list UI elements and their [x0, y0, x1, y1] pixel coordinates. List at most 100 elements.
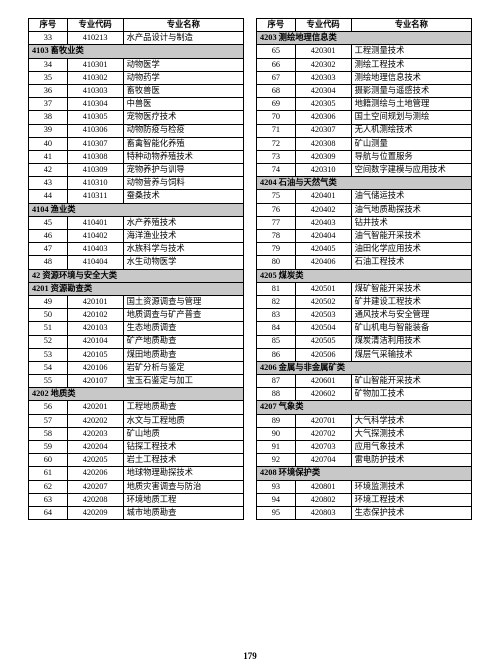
- cell-code: 420601: [295, 375, 351, 388]
- section-row: 4207 气象类: [257, 401, 472, 414]
- cell-idx: 46: [29, 230, 68, 243]
- cell-idx: 36: [29, 84, 68, 97]
- section-label: 4208 环境保护类: [257, 467, 472, 480]
- table-row: 35410302动物药学: [29, 71, 244, 84]
- cell-idx: 68: [257, 84, 296, 97]
- table-row: 44410311蚕桑技术: [29, 190, 244, 203]
- table-row: 80420406石油工程技术: [257, 256, 472, 269]
- cell-idx: 51: [29, 322, 68, 335]
- section-row: 4203 测绘地理信息类: [257, 32, 472, 45]
- cell-code: 410308: [67, 150, 123, 163]
- cell-code: 420504: [295, 322, 351, 335]
- table-row: 50420102地质调查与矿产普查: [29, 309, 244, 322]
- cell-idx: 63: [29, 493, 68, 506]
- cell-code: 420306: [295, 111, 351, 124]
- cell-idx: 57: [29, 414, 68, 427]
- table-row: 41410308特种动物养殖技术: [29, 150, 244, 163]
- cell-code: 420702: [295, 427, 351, 440]
- table-row: 33410213水产品设计与制造: [29, 32, 244, 45]
- table-row: 79420405油田化学应用技术: [257, 243, 472, 256]
- section-row: 4103 畜牧业类: [29, 45, 244, 58]
- cell-name: 水文与工程地质: [123, 414, 243, 427]
- cell-code: 420703: [295, 441, 351, 454]
- cell-code: 410307: [67, 137, 123, 150]
- section-row: 4204 石油与天然气类: [257, 177, 472, 190]
- cell-idx: 87: [257, 375, 296, 388]
- cell-code: 420207: [67, 480, 123, 493]
- right-table: 序号 专业代码 专业名称 4203 测绘地理信息类65420301工程测量技术6…: [256, 18, 472, 520]
- cell-code: 420303: [295, 71, 351, 84]
- table-row: 43410310动物营养与饲料: [29, 177, 244, 190]
- cell-name: 空间数字建模与应用技术: [351, 164, 471, 177]
- cell-code: 410310: [67, 177, 123, 190]
- section-row: 4202 地质类: [29, 388, 244, 401]
- cell-idx: 82: [257, 295, 296, 308]
- cell-name: 水产养殖技术: [123, 216, 243, 229]
- two-column-layout: 序号 专业代码 专业名称 33410213水产品设计与制造4103 畜牧业类34…: [28, 18, 472, 520]
- cell-name: 大气科学技术: [351, 414, 471, 427]
- table-row: 49420101国土资源调查与管理: [29, 295, 244, 308]
- section-label: 4207 气象类: [257, 401, 472, 414]
- table-row: 36410303畜牧兽医: [29, 84, 244, 97]
- cell-code: 410306: [67, 124, 123, 137]
- cell-idx: 56: [29, 401, 68, 414]
- cell-idx: 54: [29, 361, 68, 374]
- cell-idx: 52: [29, 335, 68, 348]
- table-row: 47410403水族科学与技术: [29, 243, 244, 256]
- cell-code: 420302: [295, 58, 351, 71]
- table-row: 91420703应用气象技术: [257, 441, 472, 454]
- table-row: 68420304摄影测量与遥感技术: [257, 84, 472, 97]
- cell-idx: 45: [29, 216, 68, 229]
- cell-code: 420104: [67, 335, 123, 348]
- cell-name: 煤田地质勘查: [123, 348, 243, 361]
- cell-code: 410213: [67, 32, 123, 45]
- cell-code: 410311: [67, 190, 123, 203]
- cell-name: 大气探测技术: [351, 427, 471, 440]
- cell-name: 油气智能开采技术: [351, 230, 471, 243]
- table-row: 89420701大气科学技术: [257, 414, 472, 427]
- cell-name: 矿井建设工程技术: [351, 295, 471, 308]
- table-row: 60420205岩土工程技术: [29, 454, 244, 467]
- table-row: 61420206地球物理勘探技术: [29, 467, 244, 480]
- cell-code: 420205: [67, 454, 123, 467]
- right-column: 序号 专业代码 专业名称 4203 测绘地理信息类65420301工程测量技术6…: [256, 18, 472, 520]
- cell-code: 420203: [67, 427, 123, 440]
- cell-name: 水产品设计与制造: [123, 32, 243, 45]
- table-row: 62420207地质灾害调查与防治: [29, 480, 244, 493]
- section-label: 4204 石油与天然气类: [257, 177, 472, 190]
- cell-code: 420505: [295, 335, 351, 348]
- cell-name: 动物营养与饲料: [123, 177, 243, 190]
- cell-code: 420701: [295, 414, 351, 427]
- cell-name: 煤矿智能开采技术: [351, 282, 471, 295]
- cell-idx: 80: [257, 256, 296, 269]
- table-row: 39410306动物防疫与检疫: [29, 124, 244, 137]
- cell-name: 煤层气采输技术: [351, 348, 471, 361]
- cell-name: 生态保护技术: [351, 506, 471, 519]
- left-column: 序号 专业代码 专业名称 33410213水产品设计与制造4103 畜牧业类34…: [28, 18, 244, 520]
- cell-idx: 86: [257, 348, 296, 361]
- cell-idx: 95: [257, 506, 296, 519]
- cell-idx: 77: [257, 216, 296, 229]
- cell-name: 雷电防护技术: [351, 454, 471, 467]
- cell-name: 生态地质调查: [123, 322, 243, 335]
- cell-code: 420503: [295, 309, 351, 322]
- cell-idx: 60: [29, 454, 68, 467]
- section-label: 4202 地质类: [29, 388, 244, 401]
- cell-idx: 83: [257, 309, 296, 322]
- cell-name: 国土资源调查与管理: [123, 295, 243, 308]
- header-name: 专业名称: [123, 19, 243, 32]
- cell-idx: 76: [257, 203, 296, 216]
- cell-idx: 47: [29, 243, 68, 256]
- cell-name: 油气地质勘探技术: [351, 203, 471, 216]
- table-row: 66420302测绘工程技术: [257, 58, 472, 71]
- cell-idx: 59: [29, 441, 68, 454]
- table-row: 46410402海洋渔业技术: [29, 230, 244, 243]
- table-row: 55420107宝玉石鉴定与加工: [29, 375, 244, 388]
- table-row: 81420501煤矿智能开采技术: [257, 282, 472, 295]
- cell-code: 420305: [295, 98, 351, 111]
- section-label: 4206 金属与非金属矿类: [257, 361, 472, 374]
- cell-code: 420201: [67, 401, 123, 414]
- section-row: 4104 渔业类: [29, 203, 244, 216]
- cell-name: 矿山测量: [351, 137, 471, 150]
- cell-code: 410403: [67, 243, 123, 256]
